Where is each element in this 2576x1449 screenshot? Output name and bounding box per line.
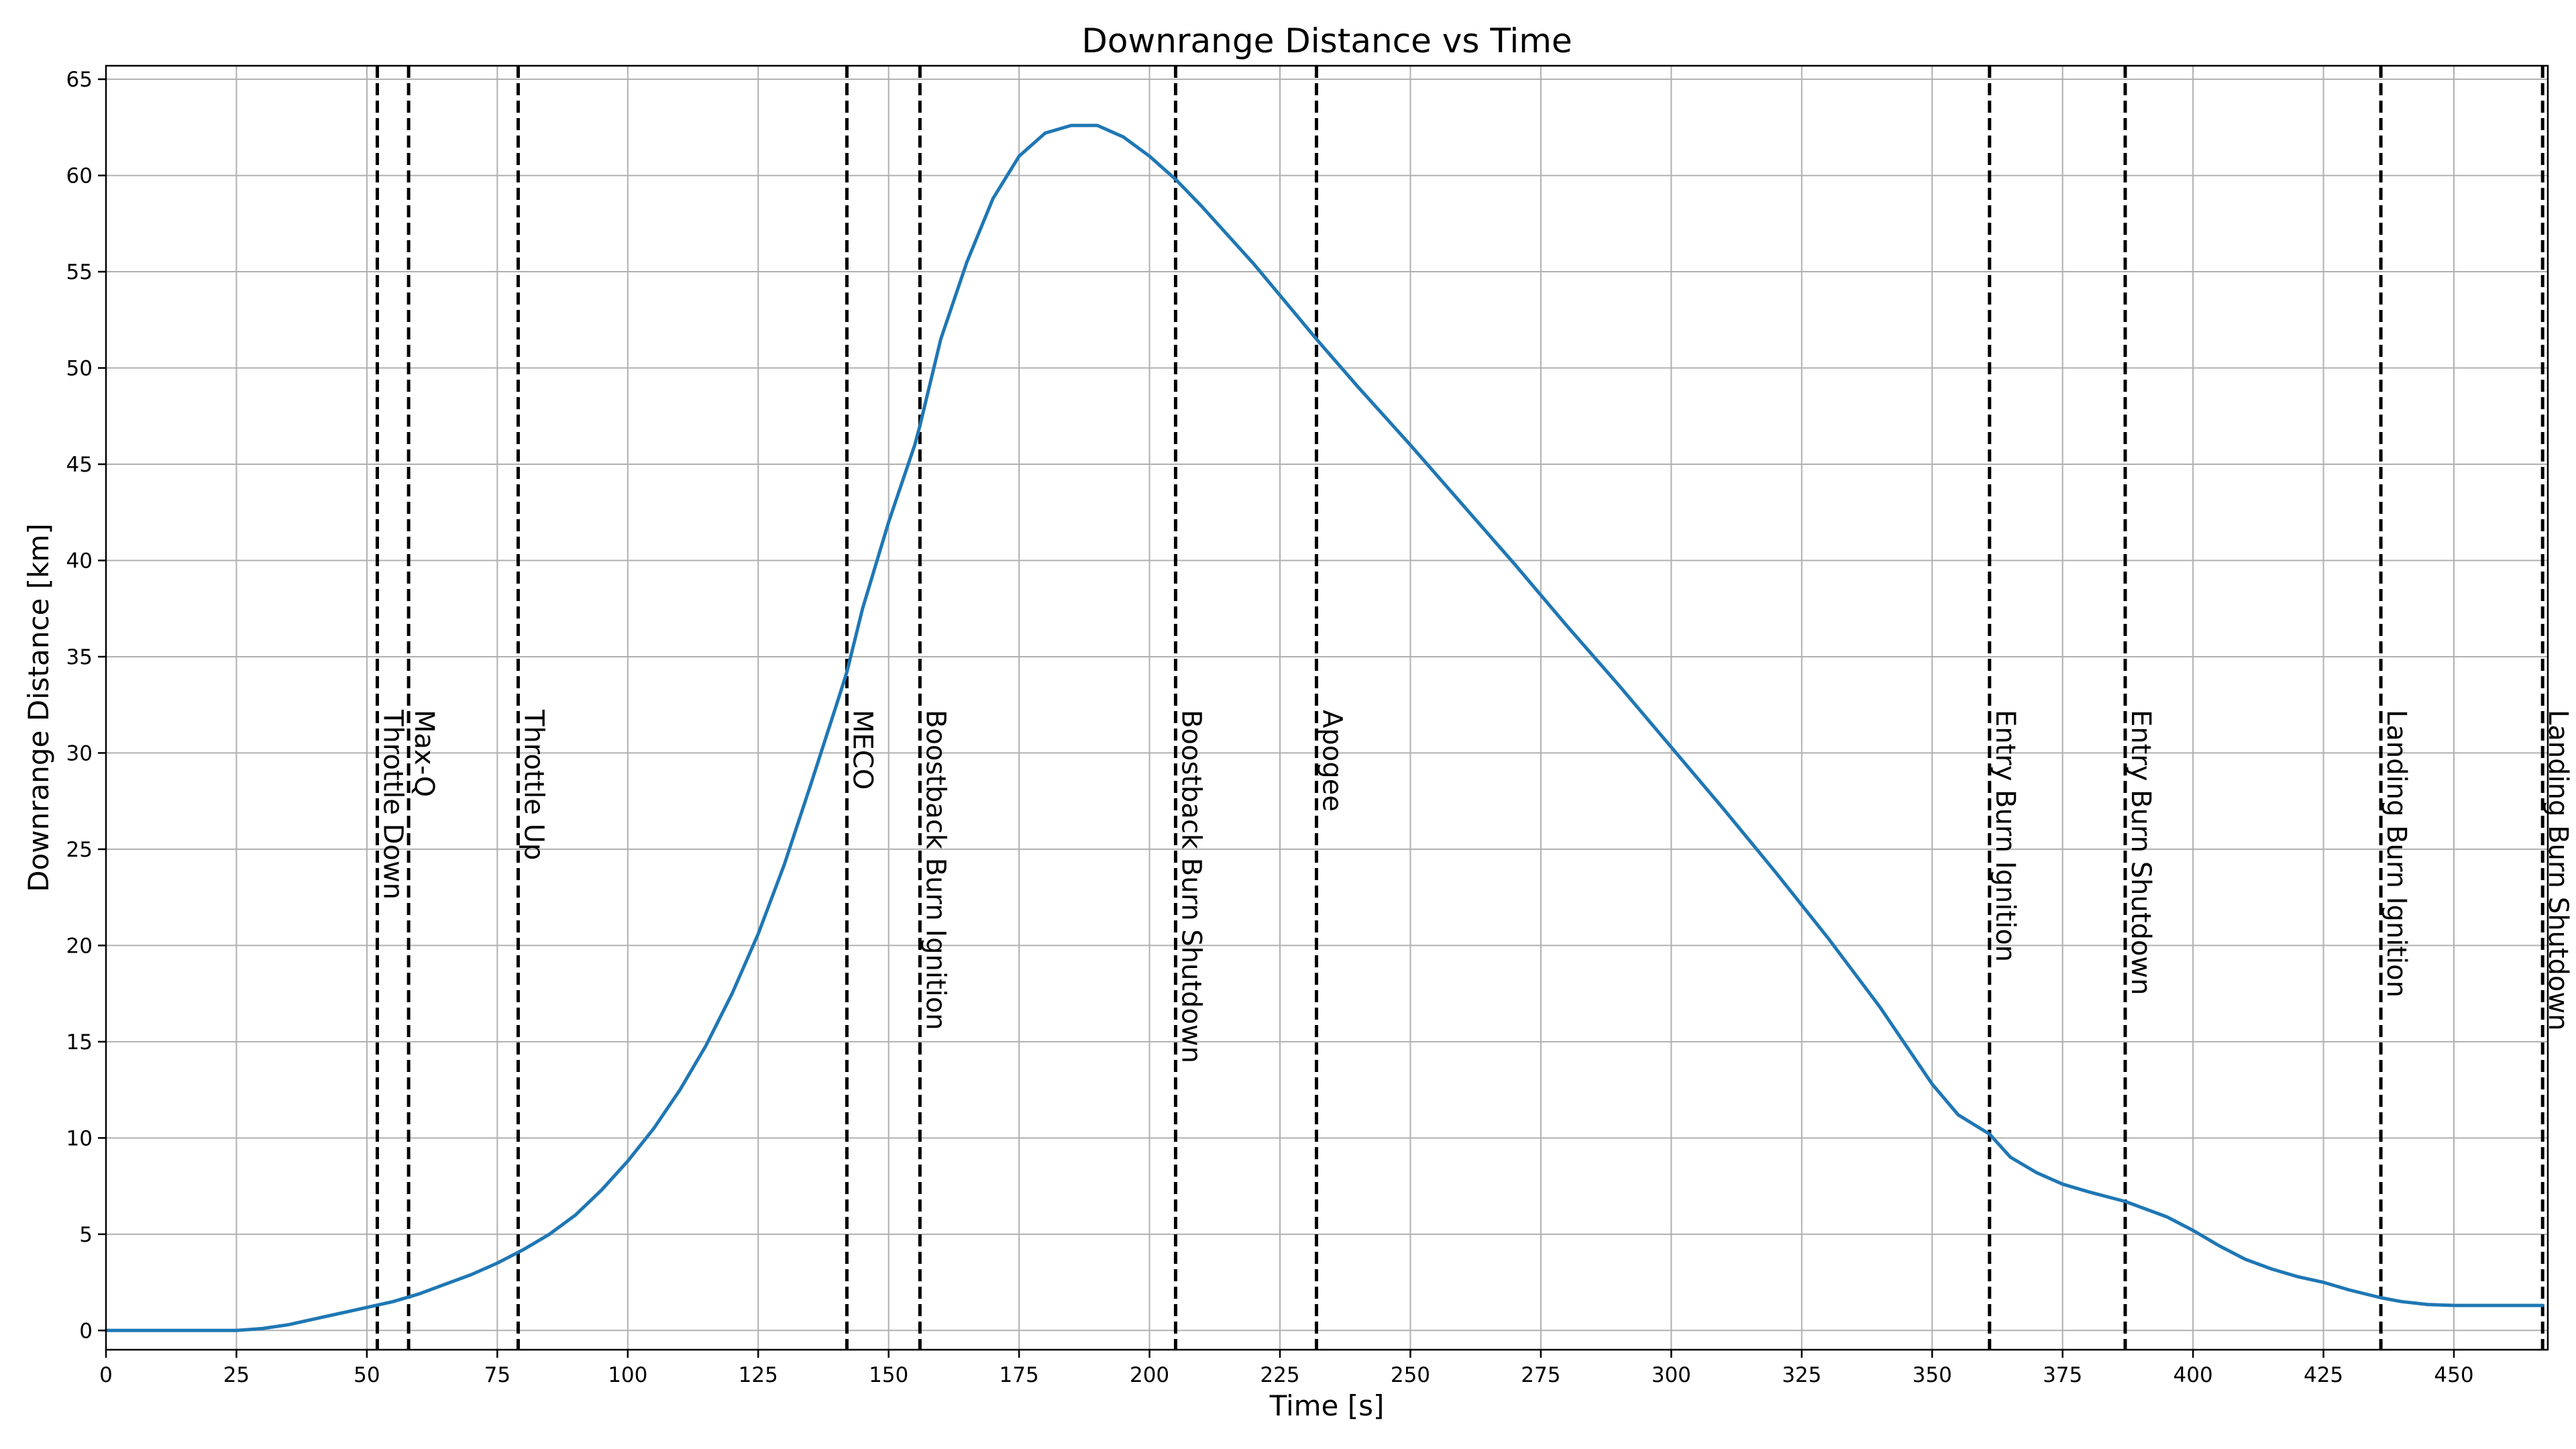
- y-axis-label: Downrange Distance [km]: [22, 523, 55, 892]
- x-tick-label: 250: [1391, 1363, 1430, 1387]
- event-label: Max-Q: [409, 710, 439, 797]
- event-lines: Throttle Down Max-Q Throttle Up MECO Boostba…: [375, 66, 2573, 1350]
- y-tick-label: 20: [66, 934, 93, 958]
- event-label: Entry Burn Shutdown: [2125, 710, 2156, 995]
- x-tick-label: 100: [608, 1363, 647, 1387]
- y-tick-label: 0: [79, 1319, 93, 1343]
- x-axis-label: Time [s]: [1269, 1389, 1385, 1422]
- y-tick-label: 35: [66, 645, 93, 669]
- y-tick-label: 50: [66, 357, 93, 381]
- x-tick-label: 375: [2043, 1363, 2082, 1387]
- x-tick-label: 425: [2304, 1363, 2343, 1387]
- grid: [105, 66, 2548, 1350]
- event-label: Boostback Burn Ignition: [920, 710, 951, 1030]
- x-tick-label: 75: [484, 1363, 511, 1387]
- y-tick-label: 15: [66, 1030, 93, 1055]
- x-tick-label: 0: [99, 1363, 113, 1387]
- x-tick-label: 225: [1260, 1363, 1299, 1387]
- x-tick-label: 350: [1913, 1363, 1952, 1387]
- x-tick-label: 450: [2434, 1363, 2473, 1387]
- x-tick-label: 175: [1000, 1363, 1039, 1387]
- y-tick-label: 45: [66, 453, 93, 477]
- chart-title: Downrange Distance vs Time: [1081, 21, 1572, 60]
- y-tick-label: 25: [66, 838, 93, 862]
- y-tick-label: 55: [66, 260, 93, 284]
- x-tick-label: 275: [1521, 1363, 1560, 1387]
- x-tick-label: 50: [354, 1363, 380, 1387]
- event-label: Apogee: [1316, 710, 1347, 812]
- event-label: Entry Burn Ignition: [1990, 710, 2021, 962]
- data-series: [104, 123, 2544, 1332]
- event-label: Throttle Down: [377, 709, 408, 900]
- plot-frame: [105, 64, 2549, 1351]
- x-tick-label: 400: [2174, 1363, 2213, 1387]
- y-ticks: 0 5 10 15 20 25 30 35 40 45 50 55 60 65: [66, 68, 106, 1343]
- x-tick-label: 325: [1782, 1363, 1821, 1387]
- event-label: Landing Burn Ignition: [2381, 710, 2412, 998]
- y-tick-label: 40: [66, 549, 93, 573]
- event-label: Throttle Up: [518, 709, 549, 860]
- x-tick-label: 200: [1130, 1363, 1169, 1387]
- y-tick-label: 5: [79, 1223, 93, 1247]
- event-label: Boostback Burn Shutdown: [1175, 710, 1206, 1063]
- x-tick-label: 125: [739, 1363, 778, 1387]
- y-tick-label: 60: [66, 164, 93, 189]
- x-tick-label: 150: [869, 1363, 908, 1387]
- y-tick-label: 30: [66, 741, 93, 765]
- x-tick-label: 300: [1652, 1363, 1691, 1387]
- y-tick-label: 10: [66, 1126, 93, 1150]
- event-label: MECO: [847, 710, 877, 790]
- x-tick-label: 25: [223, 1363, 250, 1387]
- x-ticks: 0 25 50 75 100 125 150 175 200 225 250 275 300 325 350…: [99, 1350, 2474, 1387]
- y-tick-label: 65: [66, 68, 93, 92]
- series-line: [104, 123, 2544, 1332]
